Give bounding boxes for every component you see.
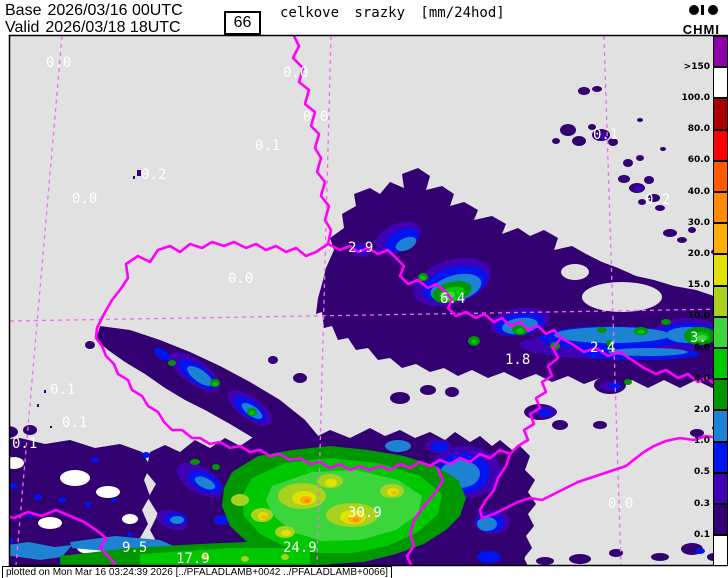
map-value-label: 24.9 bbox=[283, 541, 317, 555]
precipitation-map-canvas bbox=[0, 0, 728, 578]
map-value-label: 0.1 bbox=[62, 416, 87, 430]
colorbar-swatch bbox=[713, 535, 728, 566]
colorbar-swatch bbox=[713, 67, 728, 98]
colorbar-tick-label: 100.0 bbox=[682, 94, 710, 103]
colorbar-tick-label: 30.0 bbox=[688, 219, 710, 228]
plot-info-footer: plotted on Mon Mar 16 03:24:39 2026 [../… bbox=[2, 566, 392, 578]
map-value-label: 1.8 bbox=[505, 353, 530, 367]
map-value-label: 30.9 bbox=[348, 506, 382, 520]
map-value-label: 0.1 bbox=[50, 383, 75, 397]
colorbar-swatch bbox=[713, 36, 728, 67]
colorbar-swatch bbox=[713, 130, 728, 161]
colorbar-swatch bbox=[713, 442, 728, 473]
map-value-label: 0.2 bbox=[645, 193, 670, 207]
colorbar-tick-label: 60.0 bbox=[688, 156, 710, 165]
map-value-label: 17.9 bbox=[176, 552, 210, 566]
map-value-label: 0.0 bbox=[72, 192, 97, 206]
map-value-label: 0.1 bbox=[255, 139, 280, 153]
map-value-label: 0.1 bbox=[12, 437, 37, 451]
colorbar-swatch bbox=[713, 161, 728, 192]
colorbar-tick-label: 80.0 bbox=[688, 125, 710, 134]
colorbar-swatch bbox=[713, 379, 728, 410]
precipitation-forecast-map: Base2026/03/16 00UTC Valid2026/03/18 18U… bbox=[0, 0, 728, 578]
map-value-label: 0.1 bbox=[593, 128, 618, 142]
colorbar-swatch bbox=[713, 473, 728, 504]
map-value-label: 9.5 bbox=[122, 541, 147, 555]
colorbar-swatch bbox=[713, 254, 728, 285]
colorbar-swatch bbox=[713, 348, 728, 379]
map-value-label: 2.4 bbox=[590, 341, 615, 355]
map-value-label: 0.0 bbox=[283, 66, 308, 80]
colorbar-swatch bbox=[713, 286, 728, 317]
colorbar-tick-label: 0.5 bbox=[694, 468, 710, 477]
colorbar-tick-label: 6.0 bbox=[694, 344, 710, 353]
map-value-label: 0.2 bbox=[141, 168, 166, 182]
map-value-label: 0.0 bbox=[303, 110, 328, 124]
colorbar-swatch bbox=[713, 98, 728, 129]
map-value-label: 0.0 bbox=[46, 56, 71, 70]
colorbar-tick-label: 15.0 bbox=[688, 281, 710, 290]
colorbar-tick-label: >150 bbox=[684, 63, 710, 72]
colorbar-tick-label: 0.3 bbox=[694, 500, 710, 509]
colorbar-tick-label: 4.0 bbox=[694, 375, 710, 384]
colorbar-tick-label: 0.1 bbox=[694, 531, 710, 540]
colorbar-tick-label: 2.0 bbox=[694, 406, 710, 415]
colorbar-swatch bbox=[713, 192, 728, 223]
colorbar-swatch bbox=[713, 410, 728, 441]
colorbar-tick-label: 1.0 bbox=[694, 437, 710, 446]
colorbar-swatch bbox=[713, 504, 728, 535]
colorbar-tick-label: 20.0 bbox=[688, 250, 710, 259]
colorbar-tick-label: 40.0 bbox=[688, 188, 710, 197]
colorbar-swatch bbox=[713, 317, 728, 348]
map-value-label: 0.0 bbox=[608, 497, 633, 511]
colorbar-swatch bbox=[713, 223, 728, 254]
map-value-label: 6.4 bbox=[440, 292, 465, 306]
colorbar-tick-label: 10.0 bbox=[688, 312, 710, 321]
map-value-label: 2.9 bbox=[348, 241, 373, 255]
map-value-label: 0.0 bbox=[228, 272, 253, 286]
